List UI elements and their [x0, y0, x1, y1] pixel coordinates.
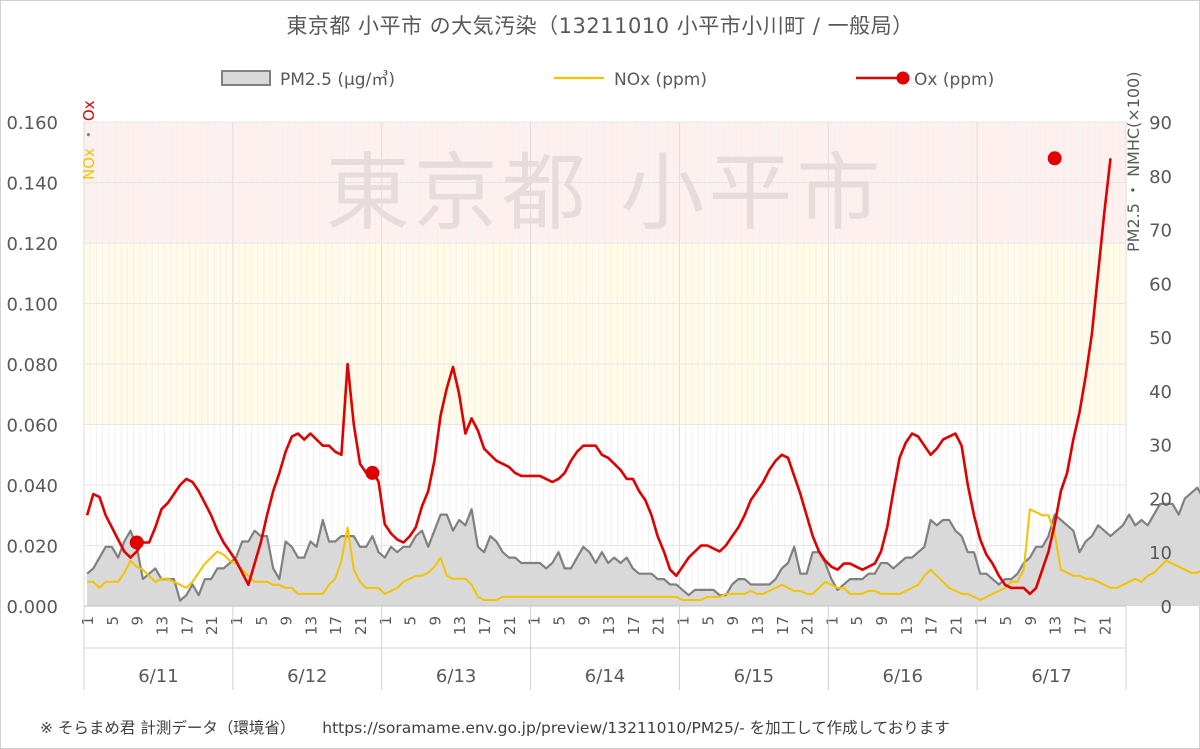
hour-tick-label: 17 [774, 616, 792, 635]
hour-tick-label: 21 [352, 616, 370, 635]
hour-tick-label: 17 [476, 616, 494, 635]
watermark: 東京都 小平市 [326, 144, 885, 242]
hour-tick-label: 1 [228, 616, 246, 626]
right-tick-label: 90 [1149, 113, 1172, 134]
chart-title: 東京都 小平市 の大気汚染（13211010 小平市小川町 / 一般局） [286, 14, 914, 38]
hour-tick-label: 9 [278, 616, 296, 626]
day-label: 6/12 [287, 666, 327, 687]
left-tick-label: 0.120 [6, 234, 58, 255]
left-tick-label: 0.040 [6, 476, 58, 497]
hour-tick-label: 21 [203, 616, 221, 635]
hour-tick-label: 17 [625, 616, 643, 635]
hour-tick-label: 9 [1022, 616, 1040, 626]
hour-tick-label: 1 [823, 616, 841, 626]
hour-tick-label: 13 [749, 616, 767, 635]
left-tick-label: 0.140 [6, 174, 58, 195]
hour-tick-label: 13 [600, 616, 618, 635]
right-tick-label: 30 [1149, 436, 1172, 457]
right-tick-label: 0 [1161, 597, 1172, 618]
right-axis-title: PM2.5 ・ NMHC(×100) [1124, 72, 1143, 252]
left-tick-label: 0.080 [6, 355, 58, 376]
right-tick-label: 50 [1149, 328, 1172, 349]
hour-tick-label: 13 [1047, 616, 1065, 635]
day-label: 6/11 [138, 666, 178, 687]
left-tick-label: 0.160 [6, 113, 58, 134]
hour-tick-label: 9 [129, 616, 147, 626]
footer: ※ そらまめ君 計測データ（環境省） https://soramame.env.… [40, 716, 972, 738]
hour-tick-label: 13 [898, 616, 916, 635]
ox-marker [1047, 151, 1062, 166]
right-tick-label: 60 [1149, 274, 1172, 295]
legend-label-pm25: PM2.5 (μg/㎥) [280, 70, 395, 90]
hour-tick-label: 9 [426, 616, 444, 626]
hour-tick-label: 21 [799, 616, 817, 635]
hour-tick-label: 17 [1071, 616, 1089, 635]
hour-tick-label: 5 [104, 616, 122, 626]
hour-tick-label: 5 [402, 616, 420, 626]
footer-source: ※ そらまめ君 計測データ（環境省） [40, 719, 296, 737]
hour-tick-label: 5 [253, 616, 271, 626]
day-label: 6/13 [436, 666, 476, 687]
hour-tick-label: 5 [848, 616, 866, 626]
hour-tick-label: 1 [972, 616, 990, 626]
ox-marker [365, 465, 380, 480]
hour-tick-label: 17 [327, 616, 345, 635]
footer-url: https://soramame.env.go.jp/preview/13211… [322, 719, 950, 737]
day-label: 6/15 [734, 666, 774, 687]
pm25-line [86, 486, 1200, 602]
left-tick-label: 0.000 [6, 597, 58, 618]
hour-tick-label: 9 [724, 616, 742, 626]
day-label: 6/14 [585, 666, 625, 687]
legend-label-nox: NOx (ppm) [614, 70, 707, 90]
legend-label-ox: Ox (ppm) [914, 70, 994, 90]
legend-swatch-pm25 [221, 70, 271, 86]
hour-tick-label: 5 [997, 616, 1015, 626]
hour-tick-label: 21 [1096, 616, 1114, 635]
right-tick-label: 40 [1149, 382, 1172, 403]
right-tick-label: 10 [1149, 543, 1172, 564]
ox-line [85, 158, 1112, 596]
hour-tick-label: 21 [650, 616, 668, 635]
hour-tick-label: 9 [873, 616, 891, 626]
left-tick-label: 0.060 [6, 416, 58, 437]
pm25-area [87, 487, 1200, 606]
legend-marker-ox [896, 71, 910, 85]
hour-tick-label: 13 [154, 616, 172, 635]
hour-tick-label: 13 [302, 616, 320, 635]
hour-tick-label: 17 [923, 616, 941, 635]
day-label: 6/16 [883, 666, 923, 687]
hour-tick-label: 9 [575, 616, 593, 626]
hour-tick-label: 1 [526, 616, 544, 626]
left-axis-title-part: NOx [80, 148, 98, 180]
hour-tick-label: 1 [79, 616, 97, 626]
left-tick-label: 0.100 [6, 295, 58, 316]
hour-tick-label: 5 [699, 616, 717, 626]
legend: PM2.5 (μg/㎥) NOx (ppm) Ox (ppm) [221, 70, 994, 90]
left-axis-title-part: Ox [80, 100, 98, 121]
hour-tick-label: 1 [377, 616, 395, 626]
left-axis-title: NOx ・ Ox [80, 100, 98, 180]
hour-tick-label: 21 [501, 616, 519, 635]
hour-tick-label: 1 [675, 616, 693, 626]
right-tick-label: 80 [1149, 167, 1172, 188]
right-tick-label: 20 [1149, 489, 1172, 510]
ox-marker [129, 535, 144, 550]
hour-tick-label: 21 [947, 616, 965, 635]
day-label: 6/17 [1031, 666, 1071, 687]
left-axis-title-part: ・ [80, 127, 98, 142]
left-tick-label: 0.020 [6, 537, 58, 558]
hour-tick-label: 13 [451, 616, 469, 635]
right-tick-label: 70 [1149, 221, 1172, 242]
hour-tick-label: 17 [178, 616, 196, 635]
hour-tick-label: 5 [550, 616, 568, 626]
nox-line [87, 508, 1200, 601]
